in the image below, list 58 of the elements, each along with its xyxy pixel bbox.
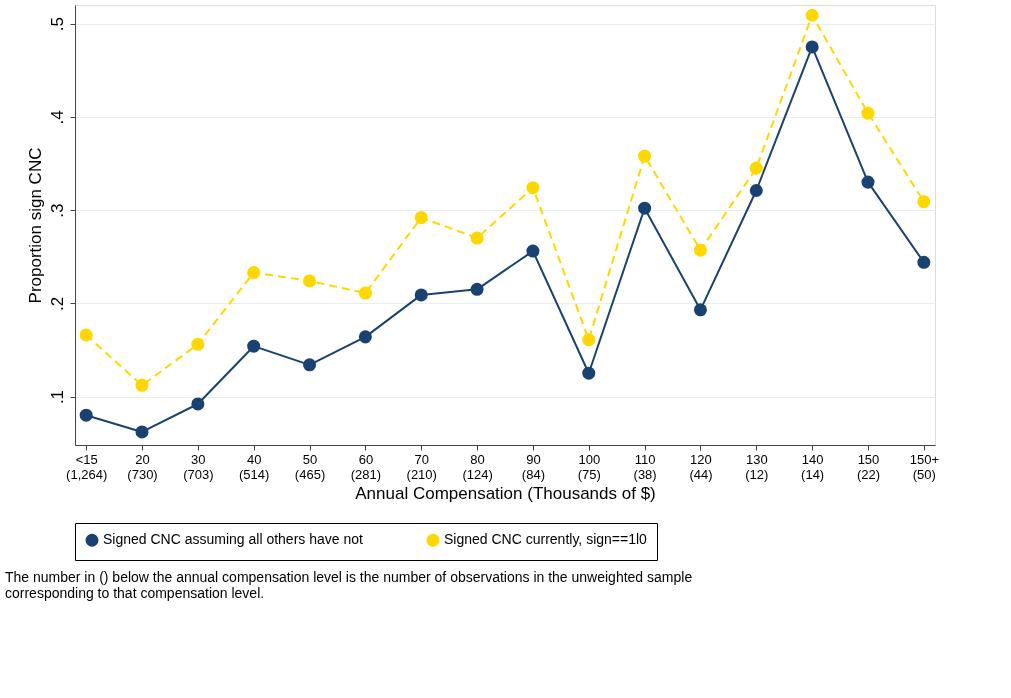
point [693, 243, 707, 257]
point [861, 175, 875, 189]
x-tick-label: 40 (514) [239, 451, 270, 482]
x-tick-label: <15 (1,264) [66, 451, 108, 482]
point [358, 330, 372, 344]
point [749, 161, 763, 175]
point [526, 244, 540, 258]
point [303, 358, 317, 372]
y-tick-label: .5 [47, 17, 67, 32]
point [79, 328, 93, 342]
point [805, 8, 819, 22]
x-tick-label: 70 (210) [406, 451, 437, 482]
point [693, 303, 707, 317]
point [917, 195, 931, 209]
legend-label: Signed CNC assuming all others have not [103, 531, 364, 548]
point [638, 149, 652, 163]
y-tick-label: .1 [47, 389, 67, 405]
point [303, 274, 317, 288]
point [358, 286, 372, 300]
point [79, 408, 93, 422]
x-tick-label: 30 (703) [183, 451, 214, 482]
y-axis-title: Proportion sign CNC [25, 147, 45, 304]
point [191, 337, 205, 351]
point [861, 106, 875, 120]
point [470, 231, 484, 245]
point [247, 266, 261, 280]
point [582, 333, 596, 347]
x-tick-label: 150+ (50) [909, 451, 939, 482]
point [582, 366, 596, 380]
point [805, 40, 819, 54]
y-tick-label: .3 [47, 203, 67, 218]
x-tick-label: 140 (14) [801, 451, 825, 482]
x-tick-label: 120 (44) [689, 451, 713, 482]
x-tick-label: 130 (12) [745, 451, 769, 482]
point [191, 397, 205, 411]
point [470, 282, 484, 296]
x-tick-label: 110 (38) [633, 451, 657, 482]
point [526, 181, 540, 195]
point [749, 184, 763, 198]
y-tick-label: .2 [47, 296, 67, 311]
point [135, 378, 149, 392]
x-tick-label: 60 (281) [350, 451, 382, 482]
point [917, 255, 931, 269]
x-tick-label: 20 (730) [127, 451, 158, 482]
x-tick-label: 90 (84) [521, 451, 545, 482]
legend-label: Signed CNC currently, sign==1l0 [444, 531, 648, 548]
x-tick-label: 150 (22) [856, 451, 881, 482]
x-tick-label: 80 (124) [462, 451, 493, 482]
x-tick-label: 100 (75) [577, 451, 601, 482]
point [247, 339, 261, 353]
x-tick-label: 50 (465) [294, 451, 326, 482]
text: The number in () below the annual compensation level is the number of observations in the unweighted sample corresponding to that compensation level. [5, 568, 693, 601]
point [414, 211, 428, 225]
point [414, 288, 428, 302]
point [135, 425, 149, 439]
point [638, 201, 652, 215]
y-tick-label: .4 [47, 110, 67, 125]
x-axis-title: Annual Compensation (Thousands of $) [355, 483, 656, 503]
